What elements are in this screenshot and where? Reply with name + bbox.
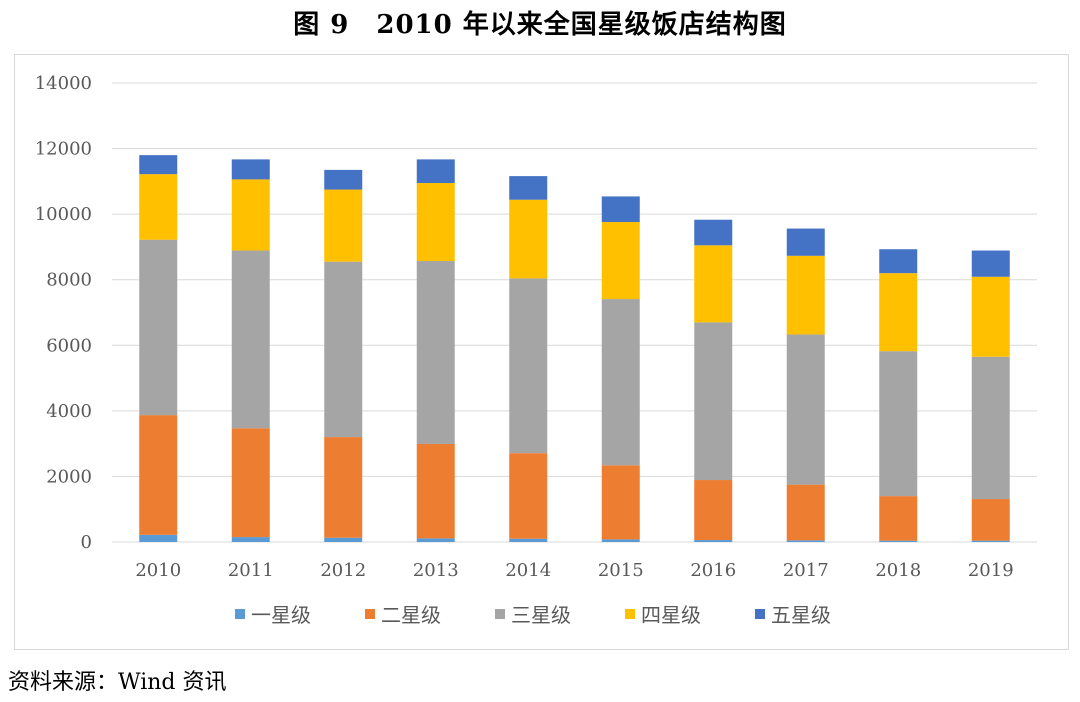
bar-segment-三星级-2018 bbox=[879, 351, 918, 497]
bar-segment-四星级-2016 bbox=[694, 245, 733, 323]
source-note: 资料来源：Wind 资讯 bbox=[8, 670, 227, 695]
bar-segment-三星级-2017 bbox=[786, 334, 825, 485]
legend-swatch bbox=[625, 609, 635, 619]
legend-label: 二星级 bbox=[381, 603, 441, 627]
bar-segment-三星级-2019 bbox=[971, 356, 1010, 500]
y-tick-label: 12000 bbox=[35, 139, 92, 160]
bar-segment-四星级-2012 bbox=[324, 189, 363, 262]
bar-segment-三星级-2012 bbox=[324, 261, 363, 438]
y-tick-label: 14000 bbox=[35, 73, 92, 94]
x-tick-label: 2017 bbox=[783, 560, 829, 581]
bar-segment-二星级-2019 bbox=[971, 499, 1010, 541]
bar-segment-四星级-2014 bbox=[509, 199, 548, 279]
bar-segment-五星级-2013 bbox=[416, 159, 455, 183]
x-tick-label: 2015 bbox=[598, 560, 644, 581]
bar-segment-五星级-2015 bbox=[601, 196, 640, 223]
legend-swatch bbox=[755, 609, 765, 619]
x-tick-label: 2013 bbox=[413, 560, 459, 581]
legend: 一星级 二星级 三星级 四星级 五星级 bbox=[235, 603, 831, 627]
x-tick-label: 2012 bbox=[320, 560, 366, 581]
bar-segment-五星级-2012 bbox=[324, 169, 363, 190]
bars bbox=[139, 155, 1010, 542]
bar-segment-一星级-2017 bbox=[786, 540, 825, 542]
legend-swatch bbox=[235, 609, 245, 619]
bar-segment-四星级-2017 bbox=[786, 255, 825, 335]
bar-segment-五星级-2011 bbox=[231, 159, 270, 180]
bar-segment-四星级-2013 bbox=[416, 182, 455, 262]
bar-segment-五星级-2017 bbox=[786, 228, 825, 256]
bar-segment-四星级-2010 bbox=[139, 174, 178, 240]
bar-segment-三星级-2015 bbox=[601, 299, 640, 466]
chart-title: 图 9 2010 年以来全国星级饭店结构图 bbox=[293, 10, 787, 40]
bar-segment-五星级-2016 bbox=[694, 219, 733, 246]
bar-segment-一星级-2019 bbox=[971, 540, 1010, 542]
legend-label: 五星级 bbox=[771, 603, 831, 627]
legend-swatch bbox=[495, 609, 505, 619]
y-tick-label: 2000 bbox=[46, 466, 92, 487]
x-tick-label: 2011 bbox=[228, 560, 274, 581]
bar-segment-二星级-2012 bbox=[324, 437, 363, 538]
bar-segment-一星级-2018 bbox=[879, 540, 918, 542]
y-tick-label: 6000 bbox=[46, 335, 92, 356]
bar-segment-二星级-2014 bbox=[509, 453, 548, 539]
bar-segment-四星级-2011 bbox=[231, 179, 270, 251]
y-tick-label: 0 bbox=[81, 532, 92, 553]
legend-label: 四星级 bbox=[641, 603, 701, 627]
bar-segment-一星级-2012 bbox=[324, 537, 363, 542]
bar-segment-四星级-2018 bbox=[879, 273, 918, 352]
bar-segment-二星级-2015 bbox=[601, 465, 640, 540]
bar-segment-一星级-2010 bbox=[139, 534, 178, 542]
legend-label: 一星级 bbox=[251, 603, 311, 627]
y-tick-label: 8000 bbox=[46, 270, 92, 291]
bar-segment-四星级-2015 bbox=[601, 222, 640, 300]
bar-segment-一星级-2011 bbox=[231, 537, 270, 542]
x-tick-label: 2014 bbox=[505, 560, 551, 581]
bar-segment-二星级-2011 bbox=[231, 428, 270, 538]
bar-segment-二星级-2016 bbox=[694, 480, 733, 541]
x-tick-label: 2016 bbox=[690, 560, 736, 581]
bar-segment-五星级-2018 bbox=[879, 249, 918, 274]
bar-segment-一星级-2015 bbox=[601, 539, 640, 542]
x-tick-label: 2018 bbox=[875, 560, 921, 581]
bar-segment-一星级-2013 bbox=[416, 538, 455, 542]
bar-segment-二星级-2017 bbox=[786, 484, 825, 541]
x-tick-label: 2019 bbox=[968, 560, 1014, 581]
bar-segment-一星级-2016 bbox=[694, 540, 733, 542]
y-axis-ticks: 0 2000 4000 6000 8000 10000 12000 14000 bbox=[35, 73, 92, 553]
legend-swatch bbox=[365, 609, 375, 619]
x-axis-ticks: 2010 2011 2012 2013 2014 2015 2016 2017 2018 2019 bbox=[135, 560, 1013, 581]
bar-segment-五星级-2019 bbox=[971, 250, 1010, 277]
bar-segment-三星级-2013 bbox=[416, 261, 455, 444]
x-tick-label: 2010 bbox=[135, 560, 181, 581]
bar-segment-三星级-2011 bbox=[231, 250, 270, 429]
bar-segment-一星级-2014 bbox=[509, 538, 548, 542]
bar-segment-二星级-2010 bbox=[139, 415, 178, 535]
bar-segment-四星级-2019 bbox=[971, 276, 1010, 357]
bar-segment-二星级-2013 bbox=[416, 443, 455, 539]
bar-segment-三星级-2010 bbox=[139, 239, 178, 416]
legend-label: 三星级 bbox=[511, 603, 571, 627]
y-tick-label: 4000 bbox=[46, 401, 92, 422]
bar-segment-三星级-2016 bbox=[694, 322, 733, 481]
bar-segment-五星级-2010 bbox=[139, 155, 178, 175]
y-tick-label: 10000 bbox=[35, 204, 92, 225]
bar-segment-五星级-2014 bbox=[509, 176, 548, 200]
bar-segment-三星级-2014 bbox=[509, 278, 548, 454]
bar-segment-二星级-2018 bbox=[879, 496, 918, 541]
